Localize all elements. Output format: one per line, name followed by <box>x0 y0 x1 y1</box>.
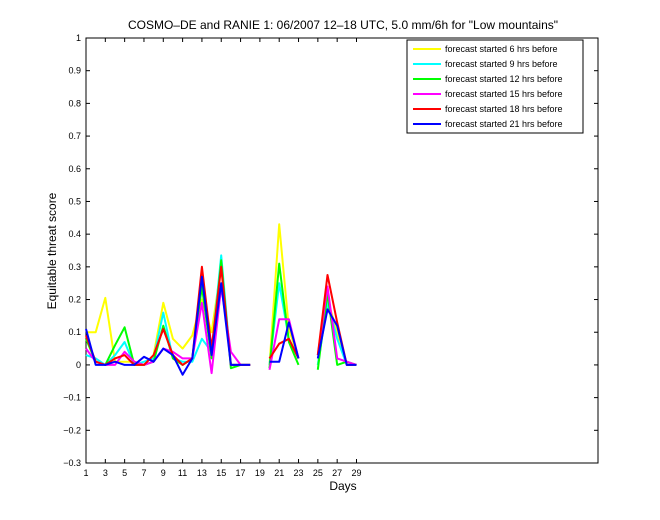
x-tick-label: 21 <box>274 468 284 478</box>
y-tick-label: 0.2 <box>68 295 81 305</box>
legend-label: forecast started 6 hrs before <box>445 44 558 54</box>
y-tick-label: 1 <box>76 33 81 43</box>
y-tick-label: −0.3 <box>63 458 81 468</box>
x-tick-label: 25 <box>313 468 323 478</box>
legend-label: forecast started 9 hrs before <box>445 59 558 69</box>
x-tick-label: 3 <box>103 468 108 478</box>
y-tick-label: 0.5 <box>68 196 81 206</box>
x-tick-label: 19 <box>255 468 265 478</box>
legend-label: forecast started 12 hrs before <box>445 74 563 84</box>
x-tick-label: 15 <box>216 468 226 478</box>
legend-label: forecast started 21 hrs before <box>445 119 563 129</box>
x-tick-label: 17 <box>236 468 246 478</box>
x-tick-label: 23 <box>294 468 304 478</box>
legend-box <box>406 39 584 134</box>
legend-label: forecast started 18 hrs before <box>445 104 563 114</box>
y-tick-label: 0.7 <box>68 131 81 141</box>
y-tick-label: 0 <box>76 360 81 370</box>
legend-label: forecast started 15 hrs before <box>445 89 563 99</box>
x-tick-label: 13 <box>197 468 207 478</box>
x-tick-label: 1 <box>83 468 88 478</box>
x-tick-label: 9 <box>161 468 166 478</box>
y-tick-label: 0.6 <box>68 164 81 174</box>
y-tick-label: −0.1 <box>63 393 81 403</box>
y-axis-title: Equitable threat score <box>45 192 59 309</box>
legend: forecast started 6 hrs before forecast st… <box>406 39 584 134</box>
y-tick-label: 0.9 <box>68 66 81 76</box>
y-tick-label: 0.1 <box>68 327 81 337</box>
x-tick-label: 7 <box>141 468 146 478</box>
y-tick-label: 0.8 <box>68 98 81 108</box>
chart-title: COSMO–DE and RANIE 1: 06/2007 12–18 UTC,… <box>128 18 558 32</box>
x-tick-label: 27 <box>332 468 342 478</box>
y-tick-label: 0.3 <box>68 262 81 272</box>
x-axis-title: Days <box>329 479 356 493</box>
x-tick-label: 5 <box>122 468 127 478</box>
y-tick-label: 0.4 <box>68 229 81 239</box>
x-tick-label: 11 <box>178 468 187 478</box>
y-tick-label: −0.2 <box>63 425 81 435</box>
x-tick-label: 29 <box>351 468 361 478</box>
axis-ticks: 1 3 5 7 9 11 13 15 17 19 21 23 25 27 29−0.3−0.2−0.100.… <box>63 33 598 478</box>
